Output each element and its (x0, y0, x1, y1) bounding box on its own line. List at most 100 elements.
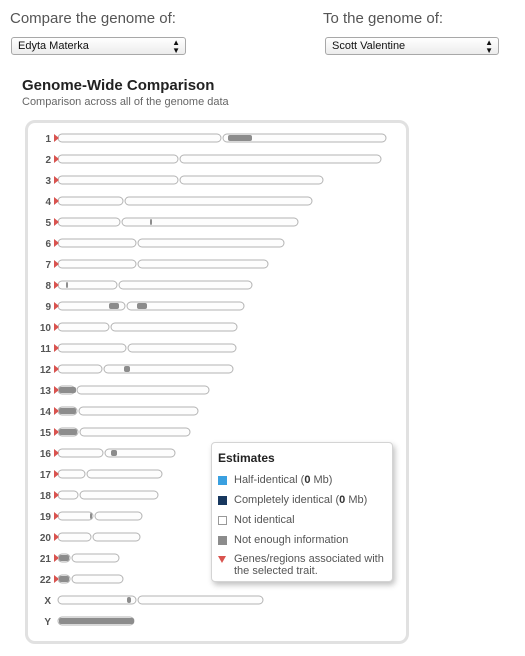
no-information-region (59, 387, 76, 393)
chromosome-label: 7 (45, 260, 51, 271)
chromosome-17: 17 (40, 469, 163, 481)
trait-marker-icon (54, 218, 59, 226)
chromosome-label: X (44, 596, 51, 607)
legend-half-identical: Half-identical (0 Mb) (218, 474, 332, 486)
chromosome-2: 2 (45, 154, 382, 166)
chromosome-label: 19 (40, 512, 52, 523)
chromosome-arm-q (79, 490, 159, 500)
trait-marker-icon (54, 176, 59, 184)
no-information-region (59, 555, 69, 561)
chromosome-16: 16 (40, 448, 176, 460)
legend-completely-identical: Completely identical (0 Mb) (218, 494, 367, 506)
select-arrows-icon: ▲ ▼ (485, 38, 493, 55)
trait-marker-icon (54, 197, 59, 205)
chromosome-label: 14 (40, 407, 52, 418)
chromosome-arm-p (57, 448, 104, 458)
chromosome-arm-q (71, 553, 120, 563)
no-information-region (59, 408, 76, 414)
trait-marker-icon (54, 302, 59, 310)
trait-marker-icon (54, 470, 59, 478)
select-arrows-icon: ▲ ▼ (172, 38, 180, 55)
no-information-region (90, 513, 92, 519)
chromosome-arm-p (57, 532, 92, 542)
chromosome-label: 11 (40, 344, 51, 355)
to-label: To the genome of: (323, 10, 444, 27)
trait-marker-icon (54, 155, 59, 163)
legend-title: Estimates (218, 451, 275, 465)
chromosome-arm-p (57, 595, 137, 605)
chromosome-arm-p (57, 364, 103, 374)
chromosome-label: 16 (40, 449, 52, 460)
chromosome-label: 17 (40, 470, 52, 481)
chromosome-20: 20 (40, 532, 141, 544)
page-subtitle: Comparison across all of the genome data (22, 96, 229, 108)
completely-identical-swatch (218, 496, 227, 505)
chromosome-10: 10 (40, 322, 238, 334)
chromosome-arm-q (92, 532, 141, 542)
no-information-region (127, 597, 131, 603)
no-information-region (109, 303, 119, 309)
chromosome-7: 7 (45, 259, 269, 271)
chromosome-13: 13 (40, 385, 210, 397)
chromosome-arm-p (57, 154, 179, 164)
chromosome-label: 6 (45, 239, 51, 250)
trait-marker-icon (54, 512, 59, 520)
legend: Estimates Half-identical (0 Mb) Complete… (211, 442, 393, 582)
chromosome-arm-p (57, 343, 127, 353)
chromosome-arm-q (124, 196, 313, 206)
chromosome-arm-q (79, 427, 191, 437)
chromosome-arm-p (57, 259, 137, 269)
chromosome-arm-p (57, 322, 110, 332)
trait-marker-icon (54, 386, 59, 394)
chromosome-Y: Y (44, 616, 135, 628)
no-information-region (228, 135, 252, 141)
chromosome-arm-q (137, 238, 285, 248)
trait-marker-icon (54, 134, 59, 142)
trait-marker-icon (54, 281, 59, 289)
chromosome-4: 4 (45, 196, 313, 208)
chromosome-arm-p (57, 469, 86, 479)
compare-genome-select[interactable]: Edyta Materka ▲ ▼ (11, 37, 186, 55)
trait-marker-icon (54, 554, 59, 562)
chromosome-19: 19 (40, 511, 143, 523)
not-enough-info-swatch (218, 536, 227, 545)
chromosome-label: 8 (45, 281, 51, 292)
chromosome-label: Y (44, 617, 51, 628)
chromosome-3: 3 (45, 175, 324, 187)
chromosome-X: X (44, 595, 264, 607)
no-information-region (111, 450, 117, 456)
chromosome-label: 12 (40, 365, 52, 376)
no-information-region (66, 282, 68, 288)
legend-not-identical: Not identical (218, 514, 295, 526)
trait-marker-icon (54, 491, 59, 499)
to-genome-select[interactable]: Scott Valentine ▲ ▼ (325, 37, 499, 55)
chromosome-arm-q (94, 511, 143, 521)
chromosome-arm-q (78, 406, 199, 416)
chromosome-label: 21 (40, 554, 52, 565)
chromosome-12: 12 (40, 364, 234, 376)
no-information-region (150, 219, 152, 225)
page-title: Genome-Wide Comparison (22, 77, 215, 94)
chromosome-arm-q (104, 448, 176, 458)
trait-marker-icon (54, 407, 59, 415)
no-information-region (59, 576, 69, 582)
chromosome-6: 6 (45, 238, 285, 250)
chromosome-arm-q (137, 259, 269, 269)
chromosome-arm-q (71, 574, 124, 584)
to-genome-value: Scott Valentine (332, 40, 406, 52)
chromosome-label: 5 (45, 218, 51, 229)
chromosome-arm-p (57, 490, 79, 500)
chromosome-label: 2 (45, 155, 51, 166)
no-information-region (137, 303, 147, 309)
trait-marker-icon (54, 239, 59, 247)
trait-marker-icon (54, 575, 59, 583)
no-information-region (124, 366, 130, 372)
chromosome-18: 18 (40, 490, 159, 502)
no-information-region (59, 618, 134, 624)
chromosome-5: 5 (45, 217, 299, 229)
chromosome-arm-p (57, 196, 124, 206)
trait-marker-icon (54, 260, 59, 268)
chromosome-arm-q (137, 595, 264, 605)
chromosome-21: 21 (40, 553, 120, 565)
legend-not-enough-info: Not enough information (218, 534, 348, 546)
